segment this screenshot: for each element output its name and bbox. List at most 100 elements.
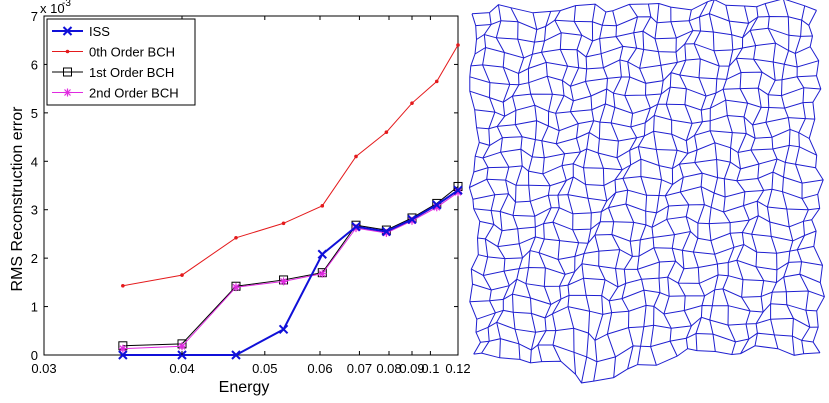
legend-marker	[62, 26, 73, 36]
data-point-iss	[381, 226, 392, 237]
data-point-0th-order-bch	[281, 221, 286, 226]
data-point-iss	[231, 350, 241, 360]
legend-item-iss: ISS	[52, 24, 110, 39]
data-point-iss	[453, 185, 463, 196]
data-point-iss	[317, 249, 327, 259]
data-point-iss	[351, 221, 361, 232]
series-line-1st-order-bch	[122, 186, 459, 347]
mesh-column-line	[468, 13, 482, 355]
mesh-column-line	[495, 4, 511, 358]
data-point-0th-order-bch	[384, 130, 389, 135]
mesh-row-line	[472, 273, 821, 291]
mesh-row-line	[476, 303, 817, 320]
data-point-0th-order-bch	[410, 101, 414, 105]
y-tick-label: 1	[31, 300, 38, 315]
x-tick-label: 0.12	[445, 361, 470, 376]
x-axis-label: Energy	[219, 379, 270, 396]
data-point-iss	[407, 214, 417, 225]
series-iss	[118, 185, 463, 360]
x-tick-label: 0.05	[252, 361, 277, 376]
mesh-row-line	[475, 13, 810, 31]
mesh-row-line	[469, 171, 824, 188]
mesh-column-line	[593, 11, 609, 382]
mesh-row-line	[476, 114, 815, 132]
mesh-column-line	[621, 4, 639, 370]
mesh-column-line	[636, 3, 652, 365]
data-point-2nd-order-bch	[279, 277, 288, 286]
legend-marker	[63, 67, 72, 77]
distorted-grid-mesh	[468, 0, 825, 384]
mesh-column-line	[735, 5, 751, 354]
data-point-2nd-order-bch	[178, 342, 186, 351]
y-tick-label: 3	[31, 203, 38, 218]
mesh-column-line	[581, 4, 596, 383]
data-point-2nd-order-bch	[318, 269, 327, 278]
mesh-row-line	[472, 186, 818, 203]
mesh-column-line	[708, 0, 720, 352]
mesh-column-line	[663, 7, 678, 357]
y-tick-label: 6	[31, 57, 38, 72]
mesh-column-line	[481, 12, 496, 354]
mesh-row-line	[469, 71, 817, 87]
x-tick-label: 0.04	[169, 361, 194, 376]
y-axis-label: RMS Reconstruction error	[9, 106, 26, 292]
mesh-column-line	[537, 11, 553, 362]
mesh-row-line	[471, 0, 817, 15]
data-point-iss	[432, 200, 442, 210]
legend-item-0th-order-bch: 0th Order BCH	[52, 45, 175, 60]
legend-item-2nd-order-bch: 2nd Order BCH	[52, 86, 179, 101]
data-point-0th-order-bch	[456, 43, 460, 47]
mesh-column-line	[692, 1, 709, 351]
mesh-row-line	[478, 243, 814, 261]
x-tick-label: 0.06	[307, 361, 332, 376]
x-tick-label: 0.09	[399, 361, 424, 376]
mesh-column-line	[808, 10, 825, 354]
mesh-column-line	[764, 3, 779, 349]
data-point-0th-order-bch	[180, 273, 184, 277]
data-point-0th-order-bch	[434, 79, 439, 84]
mesh-row-line	[477, 230, 817, 248]
mesh-row-line	[476, 27, 813, 43]
series-0th-order-bch	[121, 43, 460, 288]
y-axis-multiplier-exponent: -3	[62, 0, 71, 9]
series-line-iss	[122, 189, 459, 356]
legend-item-1st-order-bch: 1st Order BCH	[52, 65, 174, 80]
mesh-column-line	[551, 10, 569, 362]
mesh-column-line	[749, 6, 765, 346]
legend-label: 2nd Order BCH	[89, 86, 179, 101]
y-tick-label: 4	[31, 154, 38, 169]
mesh-row-line	[473, 345, 821, 384]
axes-layer: 0.03 0.04 0.05 0.06 0.07 0.080.090.1 0.12 0 1 2 3 4…	[31, 9, 471, 376]
y-axis-multiplier-base: x 10	[40, 1, 65, 16]
data-point-0th-order-bch	[121, 283, 125, 288]
mesh-column-line	[606, 10, 624, 378]
y-tick-label: 5	[31, 106, 38, 121]
mesh-column-line	[722, 5, 737, 355]
data-point-2nd-order-bch	[232, 283, 240, 292]
mesh-row-line	[475, 142, 817, 159]
mesh-column-line	[525, 12, 538, 363]
y-tick-label: 7	[31, 9, 38, 24]
y-tick-label: 0	[31, 348, 38, 363]
legend-label: 1st Order BCH	[89, 65, 174, 80]
legend-label: ISS	[89, 24, 110, 39]
x-tick-label: 0.1	[421, 361, 439, 376]
data-point-iss	[278, 324, 289, 335]
mesh-column-line	[780, 0, 795, 356]
data-point-2nd-order-bch	[118, 344, 127, 353]
mesh-column-line	[650, 3, 664, 366]
mesh-column-line	[567, 5, 583, 375]
series-layer	[118, 43, 463, 360]
legend-box	[46, 18, 196, 106]
legend: ISS 0th Order BCH 1st Order BCH 2nd Order B…	[46, 18, 196, 106]
legend-marker	[65, 49, 70, 54]
mesh-row-line	[471, 259, 823, 277]
y-tick-label: 2	[31, 251, 38, 266]
mesh-row-line	[474, 99, 813, 117]
data-point-0th-order-bch	[320, 204, 325, 208]
mesh-row-line	[473, 158, 816, 175]
legend-marker	[63, 88, 72, 97]
legend-label: 0th Order BCH	[89, 45, 175, 60]
